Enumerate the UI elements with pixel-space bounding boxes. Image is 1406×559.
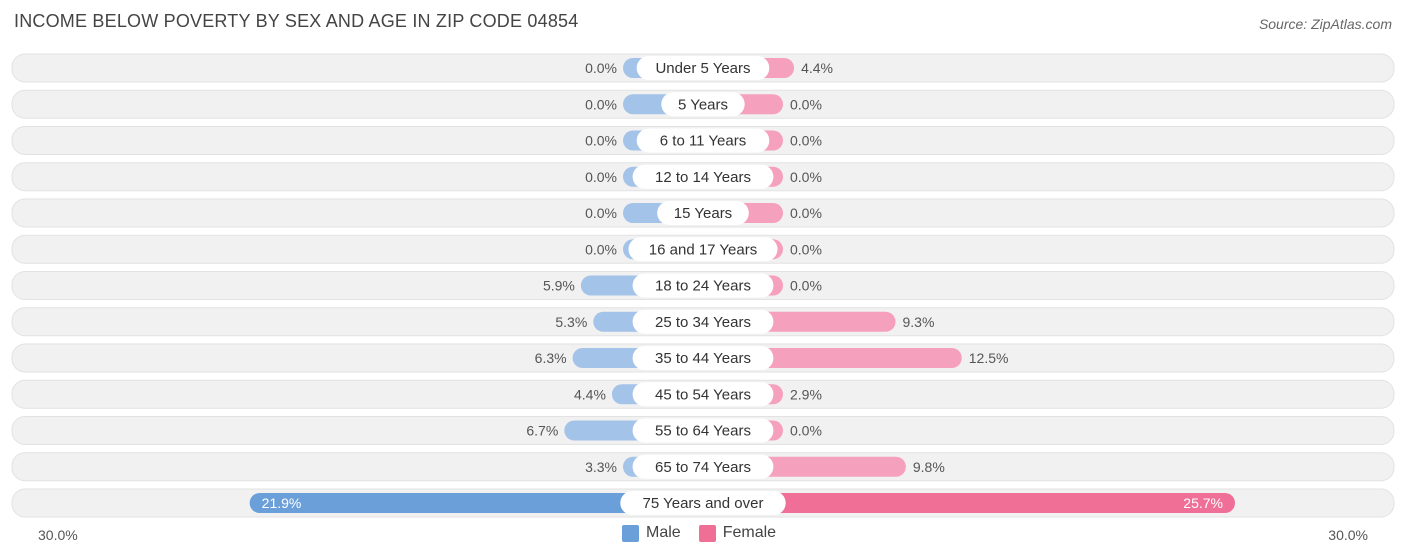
category-label: 18 to 24 Years [655,278,751,295]
male-swatch [622,524,639,542]
source-credit: Source: ZipAtlas.com [1258,16,1392,32]
female-value-label: 0.0% [790,96,822,112]
female-value-label: 0.0% [790,169,822,185]
category-pill [657,201,749,225]
axis-left-label: 30.0% [38,527,78,543]
category-pill [661,92,745,117]
legend: Male Female [622,524,794,542]
category-pill [628,237,778,262]
legend-female-label: Female [722,524,777,541]
category-label: 6 to 11 Years [660,133,746,150]
category-label: 16 and 17 Years [649,241,757,258]
male-bar [249,493,703,513]
male-value-label: 6.3% [535,350,567,366]
male-value-label: 6.7% [526,423,558,439]
male-value-label: 0.0% [585,96,617,112]
category-pill [632,454,774,479]
male-value-label: 4.4% [574,386,606,402]
female-bar [703,493,1235,513]
female-value-label: 12.5% [969,350,1009,366]
male-value-label: 0.0% [585,133,617,149]
male-value-label: 0.0% [585,169,617,185]
female-value-label: 0.0% [790,133,822,149]
male-value-label: 5.9% [543,278,575,294]
male-value-label: 0.0% [585,60,617,76]
category-label: Under 5 Years [655,60,750,77]
category-pill [632,418,774,443]
chart-title: INCOME BELOW POVERTY BY SEX AND AGE IN Z… [14,11,579,31]
category-label: 35 to 44 Years [655,350,751,367]
legend-item-female[interactable]: Female [698,524,777,542]
female-value-label: 0.0% [790,241,822,257]
female-value-label: 0.0% [790,205,822,221]
category-pill [636,56,770,80]
category-pill [636,128,770,153]
male-value-label: 21.9% [262,495,302,511]
legend-male-label: Male [646,524,681,541]
male-value-label: 5.3% [555,314,587,330]
category-label: 15 Years [674,205,732,222]
female-value-label: 25.7% [1183,495,1223,511]
female-value-label: 2.9% [790,386,822,402]
female-value-label: 9.8% [913,459,945,475]
category-label: 25 to 34 Years [655,314,751,331]
category-pill [632,346,774,370]
female-value-label: 4.4% [801,60,833,76]
female-value-label: 9.3% [903,314,935,330]
male-value-label: 0.0% [585,205,617,221]
female-value-label: 0.0% [790,423,822,439]
category-label: 45 to 54 Years [655,386,751,403]
male-value-label: 0.0% [585,241,617,257]
category-label: 5 Years [678,96,728,113]
category-pill [620,491,786,515]
axis-right-label: 30.0% [1328,527,1368,543]
category-label: 65 to 74 Years [655,459,751,476]
female-swatch [698,524,716,542]
category-pill [632,273,774,298]
female-value-label: 0.0% [790,278,822,294]
category-label: 12 to 14 Years [655,169,751,186]
category-pill [632,309,774,334]
category-pill [632,382,774,407]
category-label: 75 Years and over [643,495,764,512]
category-label: 55 to 64 Years [655,423,751,440]
category-pill [632,164,774,189]
male-value-label: 3.3% [585,459,617,475]
legend-item-male[interactable]: Male [622,524,681,542]
